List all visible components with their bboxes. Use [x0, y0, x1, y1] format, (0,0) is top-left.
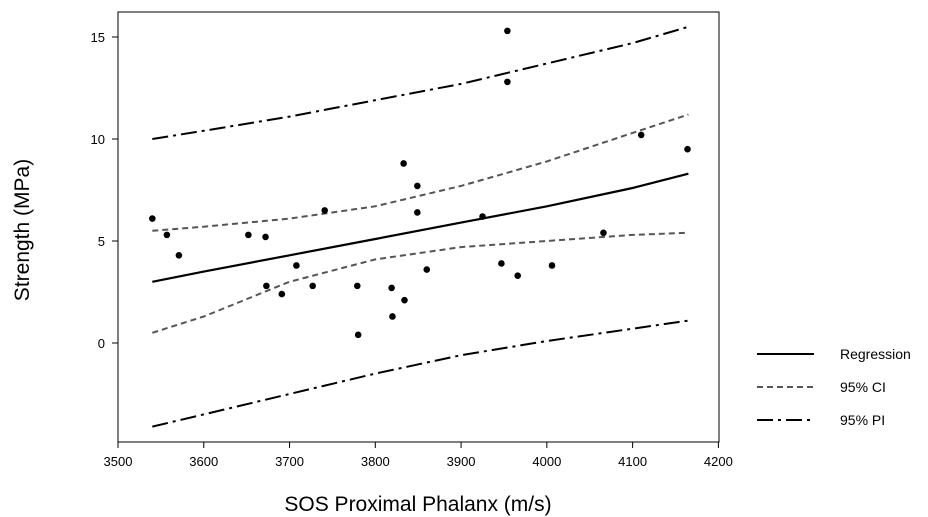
data-point — [479, 213, 486, 220]
data-point — [684, 145, 691, 153]
series-line-regression — [152, 172, 689, 283]
x-axis-title: SOS Proximal Phalanx (m/s) — [284, 493, 551, 516]
y-tick-label: 5 — [98, 234, 105, 249]
data-point — [149, 215, 156, 222]
data-point — [388, 284, 395, 292]
data-point — [514, 272, 521, 279]
data-point — [504, 78, 511, 86]
data-point — [353, 282, 361, 290]
series-lines — [151, 25, 689, 428]
plot-frame — [117, 11, 720, 443]
data-points — [149, 27, 691, 339]
x-tick-label: 3900 — [447, 454, 476, 469]
legend: Regression 95% CI 95% PI — [757, 346, 911, 428]
data-point — [163, 231, 171, 239]
x-tick-label: 3800 — [361, 454, 390, 469]
y-tick-label: 10 — [91, 132, 105, 147]
series-line-95-ci-upper — [152, 113, 689, 232]
x-tick-label: 3600 — [189, 454, 218, 469]
series-line-95-pi-lower — [152, 319, 689, 428]
x-tick-label: 3700 — [275, 454, 304, 469]
data-point — [262, 233, 269, 241]
x-axis: 3500 3600 3700 3800 3900 4000 4100 4200 — [104, 442, 733, 469]
y-tick-label: 15 — [91, 30, 105, 45]
data-point — [354, 331, 362, 339]
legend-label: 95% PI — [840, 412, 885, 428]
data-point — [263, 282, 270, 290]
data-point — [175, 251, 183, 259]
y-tick-label: 0 — [98, 336, 105, 351]
data-point — [278, 290, 286, 298]
data-point — [389, 313, 396, 320]
data-point — [401, 296, 408, 304]
data-point — [637, 131, 645, 139]
x-tick-label: 4200 — [704, 454, 733, 469]
x-tick-label: 3500 — [104, 454, 133, 469]
x-tick-label: 4000 — [532, 454, 561, 469]
data-point — [498, 260, 505, 267]
x-tick-label: 4100 — [618, 454, 647, 469]
y-axis: 0 5 10 15 — [91, 30, 118, 351]
series-line-95-ci-lower — [151, 231, 689, 334]
data-point — [414, 209, 421, 216]
data-point — [321, 207, 329, 214]
data-point — [504, 27, 511, 35]
data-point — [400, 160, 407, 167]
data-point — [293, 262, 300, 269]
data-point — [600, 229, 607, 237]
data-point — [548, 262, 556, 269]
data-point — [414, 182, 421, 190]
data-point — [423, 266, 431, 273]
y-axis-title: Strength (MPa) — [11, 159, 34, 301]
data-point — [245, 231, 252, 239]
legend-label: 95% CI — [840, 379, 886, 395]
legend-label: Regression — [840, 346, 911, 362]
data-point — [309, 282, 316, 290]
series-line-95-pi-upper — [152, 25, 689, 140]
